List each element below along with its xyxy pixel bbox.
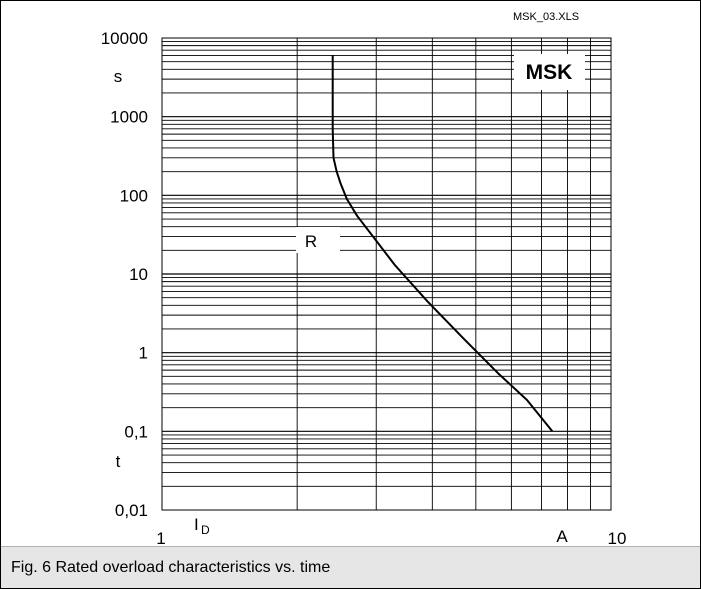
y-unit-s: s bbox=[114, 67, 123, 86]
grid-layer bbox=[162, 38, 611, 510]
x-unit-a: A bbox=[556, 527, 568, 546]
y-tick-label: 1000 bbox=[110, 108, 148, 127]
x-tick-label: 1 bbox=[156, 529, 165, 546]
file-label: MSK_03.XLS bbox=[513, 11, 579, 23]
x-label-id-sub: D bbox=[201, 523, 210, 537]
y-tick-labels: 10000 1000 100 10 1 0,1 0,01 bbox=[101, 29, 148, 520]
y-unit-t: t bbox=[116, 452, 121, 471]
series-label-r: R bbox=[296, 227, 340, 253]
x-label-id: I D bbox=[194, 515, 210, 537]
x-tick-label: 10 bbox=[608, 529, 627, 546]
series-layer bbox=[331, 55, 554, 432]
y-tick-label: 10 bbox=[129, 265, 148, 284]
figure-caption: Fig. 6 Rated overload characteristics vs… bbox=[1, 546, 700, 588]
msk-badge: MSK bbox=[514, 54, 585, 90]
y-tick-label: 10000 bbox=[101, 29, 148, 48]
y-tick-label: 1 bbox=[139, 344, 148, 363]
y-tick-label: 0,1 bbox=[124, 422, 148, 441]
series-label-r-text: R bbox=[305, 232, 317, 251]
series-line-r bbox=[331, 55, 554, 432]
x-label-id-main: I bbox=[194, 515, 199, 534]
plot-border bbox=[161, 37, 612, 511]
y-tick-label: 100 bbox=[120, 186, 148, 205]
y-tick-label: 0,01 bbox=[115, 501, 148, 520]
x-tick-labels: 1 10 bbox=[156, 529, 626, 546]
overload-chart: 10000 1000 100 10 1 0,1 0,01 1 10 s t I D A MSK… bbox=[101, 11, 627, 546]
msk-badge-text: MSK bbox=[526, 61, 573, 84]
